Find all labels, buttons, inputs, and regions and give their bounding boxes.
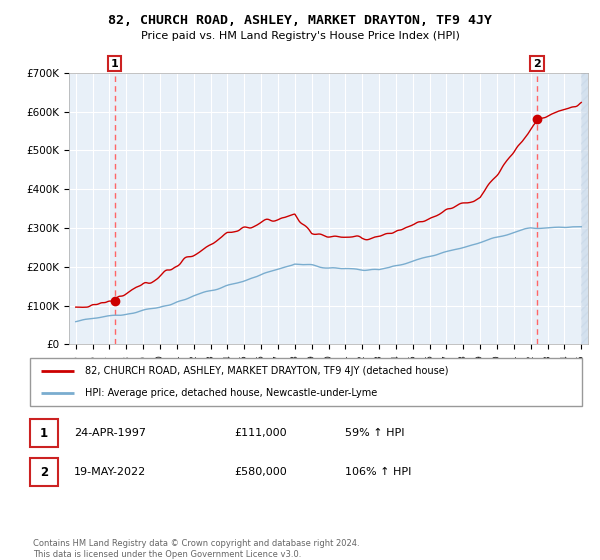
Bar xyxy=(581,73,588,344)
Text: 59% ↑ HPI: 59% ↑ HPI xyxy=(344,428,404,438)
Text: Price paid vs. HM Land Registry's House Price Index (HPI): Price paid vs. HM Land Registry's House … xyxy=(140,31,460,41)
Text: 24-APR-1997: 24-APR-1997 xyxy=(74,428,146,438)
Text: HPI: Average price, detached house, Newcastle-under-Lyme: HPI: Average price, detached house, Newc… xyxy=(85,388,377,398)
Text: 2: 2 xyxy=(533,59,541,69)
Text: Contains HM Land Registry data © Crown copyright and database right 2024.
This d: Contains HM Land Registry data © Crown c… xyxy=(33,539,359,559)
Bar xyxy=(581,73,588,344)
Text: 2: 2 xyxy=(40,465,48,479)
Text: £111,000: £111,000 xyxy=(234,428,287,438)
Text: 82, CHURCH ROAD, ASHLEY, MARKET DRAYTON, TF9 4JY: 82, CHURCH ROAD, ASHLEY, MARKET DRAYTON,… xyxy=(108,14,492,27)
Text: 106% ↑ HPI: 106% ↑ HPI xyxy=(344,467,411,477)
Text: 82, CHURCH ROAD, ASHLEY, MARKET DRAYTON, TF9 4JY (detached house): 82, CHURCH ROAD, ASHLEY, MARKET DRAYTON,… xyxy=(85,366,449,376)
Text: 19-MAY-2022: 19-MAY-2022 xyxy=(74,467,146,477)
Bar xyxy=(30,458,58,487)
Text: £580,000: £580,000 xyxy=(234,467,287,477)
Text: 1: 1 xyxy=(111,59,119,69)
Bar xyxy=(30,419,58,447)
Text: 1: 1 xyxy=(40,427,48,440)
